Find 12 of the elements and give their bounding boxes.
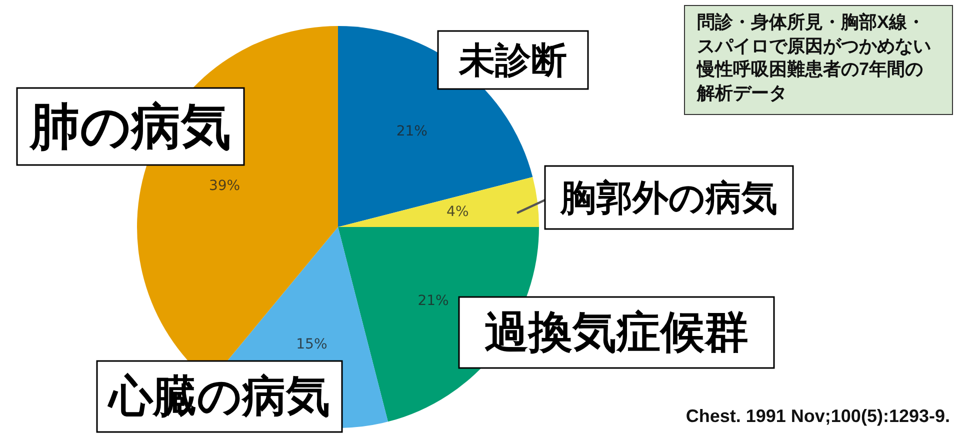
slice-label: 肺の病気 — [29, 98, 231, 154]
data-label: 39% — [208, 178, 240, 194]
data-label: 4% — [446, 204, 469, 220]
data-label: 21% — [396, 124, 428, 140]
data-label: 21% — [418, 292, 449, 309]
slice-label: 未診断 — [458, 40, 567, 80]
slice-label: 心臓の病気 — [107, 372, 330, 421]
data-label: 15% — [296, 336, 328, 353]
slice-label: 過換気症候群 — [484, 308, 748, 357]
text: Chest. 1991 Nov;100(5):1293-9. — [686, 406, 950, 426]
slice-label: 胸郭外の病気 — [560, 177, 778, 218]
text: 問診・身体所見・胸部X線・スパイロで原因がつかめない慢性呼吸困難患者の7年間の解析データ — [697, 11, 932, 104]
